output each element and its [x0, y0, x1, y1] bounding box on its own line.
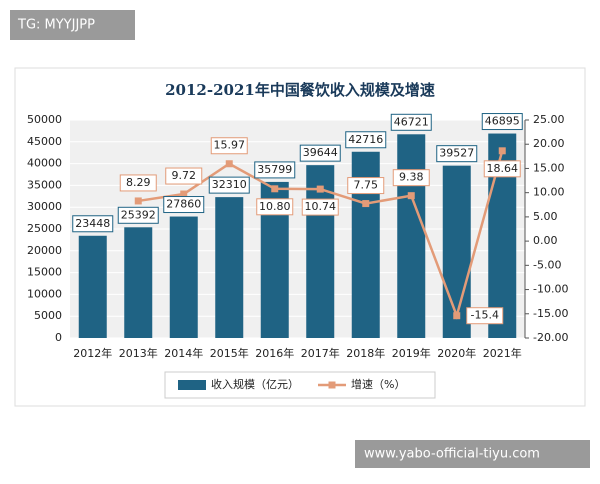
watermark: www.yabo-official-tiyu.com [364, 447, 540, 462]
line-marker [453, 312, 461, 320]
y-tick-label: 30000 [27, 200, 62, 213]
line-value-label-box [301, 198, 339, 216]
y-tick-label: 40000 [27, 157, 62, 170]
line-marker [407, 192, 415, 200]
line-value-label-box [256, 198, 294, 216]
y-tick-label: 35000 [27, 178, 62, 191]
y2-tick-label: 25.00 [533, 113, 565, 126]
y2-tick-label: -10.00 [533, 283, 568, 296]
bar-value-label: 46895 [485, 115, 520, 128]
bar-value-label-box [436, 145, 478, 163]
y2-tick-label: 0.00 [533, 234, 558, 247]
y2-tick-label: 5.00 [533, 210, 558, 223]
line-marker [271, 185, 279, 193]
y-tick-label: 10000 [27, 287, 62, 300]
bar [397, 134, 426, 338]
line-value-label-box [392, 169, 430, 187]
bar [306, 165, 335, 338]
x-tick-label: 2020年 [437, 346, 476, 360]
bar-value-label: 23448 [75, 217, 110, 230]
line-value-label-box [119, 174, 157, 192]
line-value-label: 10.74 [305, 200, 337, 213]
line-marker [316, 185, 324, 193]
bar-value-label-box [390, 113, 432, 131]
line-value-label: 18.64 [487, 162, 519, 175]
bar-value-label-box [163, 196, 205, 214]
y-tick-label: 45000 [27, 135, 62, 148]
bar [215, 197, 244, 338]
x-tick-label: 2012年 [73, 346, 112, 360]
x-tick-label: 2014年 [164, 346, 203, 360]
y-tick-label: 25000 [27, 222, 62, 235]
x-tick-label: 2016年 [255, 346, 294, 360]
bar-value-label: 42716 [348, 133, 383, 146]
legend-label: 增速（%） [351, 377, 405, 391]
y-tick-label: 0 [55, 331, 62, 344]
line-value-label-box [347, 177, 385, 195]
y-tick-label: 5000 [34, 309, 62, 322]
line-value-label: 10.80 [259, 200, 291, 213]
bar-value-label-box [345, 131, 387, 149]
bar [169, 216, 198, 338]
y2-tick-label: -5.00 [533, 258, 561, 271]
line-value-label: 9.38 [399, 171, 424, 184]
bar-value-label-box [208, 176, 250, 194]
y2-tick-label: 15.00 [533, 161, 565, 174]
watermark-box [10, 10, 135, 40]
y2-tick-label: -15.00 [533, 307, 568, 320]
bar-value-label-box [254, 161, 296, 179]
line-value-label: 15.97 [214, 139, 246, 152]
bar-value-label-box [299, 144, 341, 162]
line-marker [134, 197, 142, 205]
watermark-box [355, 440, 590, 468]
x-tick-label: 2017年 [301, 346, 340, 360]
bar [78, 235, 107, 338]
bar-value-label: 32310 [212, 178, 247, 191]
y2-tick-label: 10.00 [533, 186, 565, 199]
x-tick-label: 2019年 [392, 346, 431, 360]
x-tick-label: 2018年 [346, 346, 385, 360]
x-tick-label: 2013年 [119, 346, 158, 360]
line-value-label-box [466, 307, 504, 325]
bar [442, 165, 471, 338]
y-tick-label: 15000 [27, 266, 62, 279]
legend-frame [164, 371, 436, 399]
bar-value-label-box [481, 113, 523, 131]
y2-tick-label: 20.00 [533, 137, 565, 150]
line-value-label: 9.72 [172, 169, 197, 182]
line-value-label: -15.4 [471, 309, 499, 322]
bar-value-label: 39644 [303, 146, 338, 159]
line-marker [180, 190, 188, 198]
line-value-label: 7.75 [354, 179, 379, 192]
x-tick-label: 2021年 [483, 346, 522, 360]
line-marker [362, 200, 370, 208]
bar [124, 227, 153, 338]
y-tick-label: 50000 [27, 113, 62, 126]
bar-value-label-box [117, 206, 159, 224]
bar-value-label-box [72, 215, 114, 233]
line-value-label-box [210, 137, 248, 155]
legend-label: 收入规模（亿元） [211, 377, 299, 391]
bar-value-label: 27860 [166, 198, 201, 211]
line-marker [498, 147, 506, 155]
legend-swatch [328, 381, 336, 389]
line-value-label-box [483, 160, 521, 178]
legend-swatch [178, 380, 206, 390]
y2-tick-label: -20.00 [533, 331, 568, 344]
chart-title: 2012-2021年中国餐饮收入规模及增速 [165, 81, 435, 99]
bar-value-label: 46721 [394, 115, 429, 128]
line-value-label-box [165, 167, 203, 185]
bar-value-label: 35799 [257, 163, 292, 176]
line-value-label: 8.29 [126, 176, 151, 189]
line-marker [225, 160, 233, 168]
bar-value-label: 25392 [121, 208, 156, 221]
bar-value-label: 39527 [439, 147, 474, 160]
watermark: TG: MYYJJPP [17, 18, 95, 33]
y-tick-label: 20000 [27, 244, 62, 257]
x-tick-label: 2015年 [210, 346, 249, 360]
